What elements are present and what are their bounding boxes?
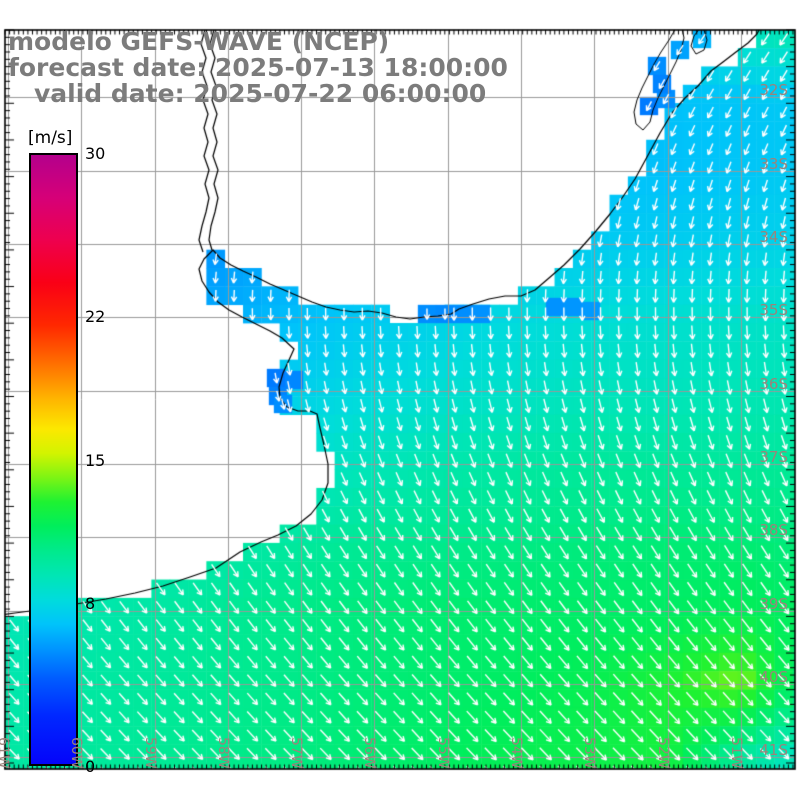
colorbar-tick-label: 15 <box>85 450 106 470</box>
lon-label: 60W <box>68 737 85 769</box>
lat-label: 35S <box>759 301 788 320</box>
lon-label: 61W <box>0 737 11 769</box>
lon-label: 52W <box>654 737 671 769</box>
lat-label: 38S <box>759 521 788 540</box>
lat-label: 34S <box>759 228 788 247</box>
valid-date: valid date: 2025-07-22 06:00:00 <box>34 79 487 108</box>
colorbar-tick-label: 22 <box>85 307 106 327</box>
lat-label: 37S <box>759 447 788 466</box>
lon-label: 51W <box>727 737 744 769</box>
colorbar <box>29 153 78 766</box>
lon-label: 59W <box>141 737 158 769</box>
lat-label: 41S <box>759 741 788 760</box>
colorbar-tick-label: 8 <box>85 593 96 613</box>
lat-label: 39S <box>759 594 788 613</box>
forecast-date: forecast date: 2025-07-13 18:00:00 <box>8 53 508 82</box>
lat-label: 32S <box>759 81 788 100</box>
model-title: modelo GEFS-WAVE (NCEP) <box>8 27 390 56</box>
lon-label: 57W <box>288 737 305 769</box>
lat-label: 33S <box>759 154 788 173</box>
lon-label: 56W <box>361 737 378 769</box>
lon-label: 55W <box>434 737 451 769</box>
lon-label: 54W <box>508 737 525 769</box>
lon-label: 58W <box>214 737 231 769</box>
lat-label: 36S <box>759 374 788 393</box>
colorbar-unit-label: [m/s] <box>28 128 73 148</box>
colorbar-tick-label: 30 <box>85 144 106 163</box>
lon-label: 53W <box>581 737 598 769</box>
colorbar-tick-label: 0 <box>85 757 96 776</box>
lat-label: 40S <box>759 667 788 686</box>
